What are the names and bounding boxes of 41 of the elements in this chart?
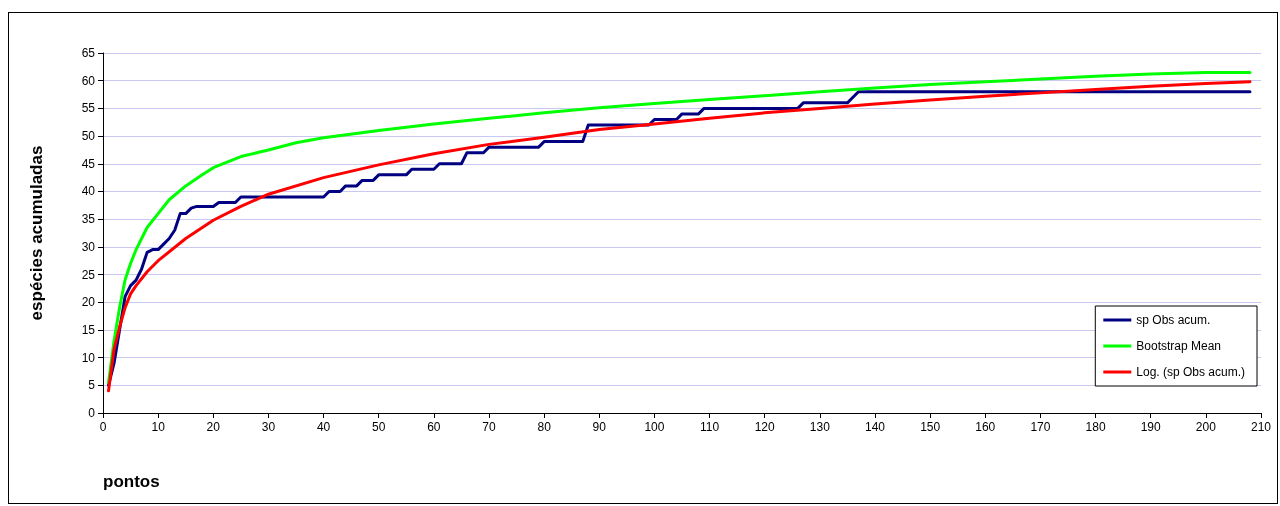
- y-tick-label: 35: [81, 212, 96, 227]
- y-tick-label: 0: [88, 406, 96, 420]
- x-axis-title: pontos: [103, 472, 160, 491]
- y-tick-label: 60: [81, 73, 96, 88]
- x-tick-label: 130: [809, 420, 831, 434]
- x-tick-label: 80: [537, 420, 552, 434]
- x-tick-label: 200: [1195, 420, 1217, 434]
- x-tick-label: 190: [1140, 420, 1162, 434]
- y-tick-label: 55: [81, 101, 96, 116]
- x-tick-label: 150: [920, 420, 941, 434]
- x-tick-label: 60: [427, 420, 441, 434]
- y-tick-label: 25: [81, 267, 96, 282]
- x-tick-label: 0: [99, 420, 107, 434]
- x-tick-label: 180: [1085, 420, 1106, 434]
- y-tick-label: 20: [81, 295, 96, 310]
- x-tick-label: 90: [592, 420, 607, 434]
- x-tick-label: 40: [316, 420, 331, 434]
- y-axis-title: espécies acumuladas: [27, 145, 46, 321]
- x-tick-label: 20: [206, 420, 221, 434]
- y-tick-label: 65: [81, 46, 96, 60]
- y-tick-label: 40: [81, 184, 96, 199]
- x-tick-label: 170: [1030, 420, 1051, 434]
- legend-label: sp Obs acum.: [1136, 313, 1211, 327]
- y-tick-label: 30: [81, 239, 96, 254]
- x-tick-label: 110: [700, 420, 720, 434]
- x-tick-label: 50: [372, 420, 386, 434]
- x-tick-label: 120: [754, 420, 776, 434]
- y-tick-label: 45: [81, 156, 96, 171]
- x-tick-label: 160: [975, 420, 996, 434]
- y-tick-label: 50: [81, 129, 96, 144]
- y-tick-label: 5: [88, 378, 96, 393]
- x-tick-label: 70: [482, 420, 496, 434]
- legend-label: Log. (sp Obs acum.): [1136, 365, 1246, 379]
- x-tick-label: 210: [1250, 420, 1272, 434]
- y-tick-label: 15: [81, 322, 96, 337]
- x-tick-label: 100: [644, 420, 665, 434]
- y-tick-label: 10: [81, 350, 96, 365]
- legend-label: Bootstrap Mean: [1136, 339, 1222, 353]
- x-tick-label: 140: [864, 420, 886, 434]
- x-tick-label: 30: [261, 420, 276, 434]
- x-tick-label: 10: [151, 420, 166, 434]
